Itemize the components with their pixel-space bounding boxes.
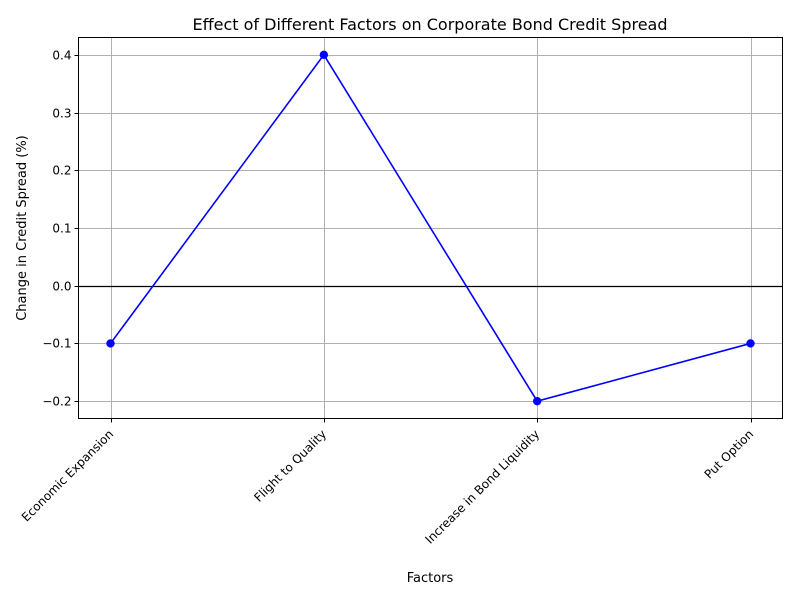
y-tick-label: 0.0	[52, 280, 71, 294]
data-point	[319, 50, 329, 60]
x-tick-label: Flight to Quality	[251, 427, 329, 505]
y-tick-label: −0.1	[42, 337, 71, 351]
y-tick-label: 0.2	[52, 164, 71, 178]
x-axis-label: Factors	[407, 571, 454, 586]
x-tick-label: Economic Expansion	[19, 427, 116, 524]
y-axis-ticks: −0.2 −0.1 0.0 0.1 0.2 0.3 0.4	[42, 49, 79, 409]
y-tick-label: 0.1	[52, 222, 71, 236]
data-point	[746, 339, 755, 348]
series-line	[109, 53, 751, 403]
data-point	[532, 396, 542, 406]
y-axis-label: Change in Credit Spread (%)	[15, 135, 30, 321]
x-axis-ticks: Economic Expansion Flight to Quality Incre…	[19, 418, 757, 547]
y-tick-label: 0.4	[52, 49, 71, 63]
x-tick-label: Put Option	[702, 427, 757, 482]
chart-title: Effect of Different Factors on Corporate…	[192, 15, 667, 34]
x-tick-label: Increase in Bond Liquidity	[422, 427, 542, 547]
data-point	[106, 339, 115, 348]
y-tick-label: 0.3	[52, 107, 71, 121]
y-tick-label: −0.2	[42, 395, 71, 409]
data-series	[106, 50, 755, 406]
